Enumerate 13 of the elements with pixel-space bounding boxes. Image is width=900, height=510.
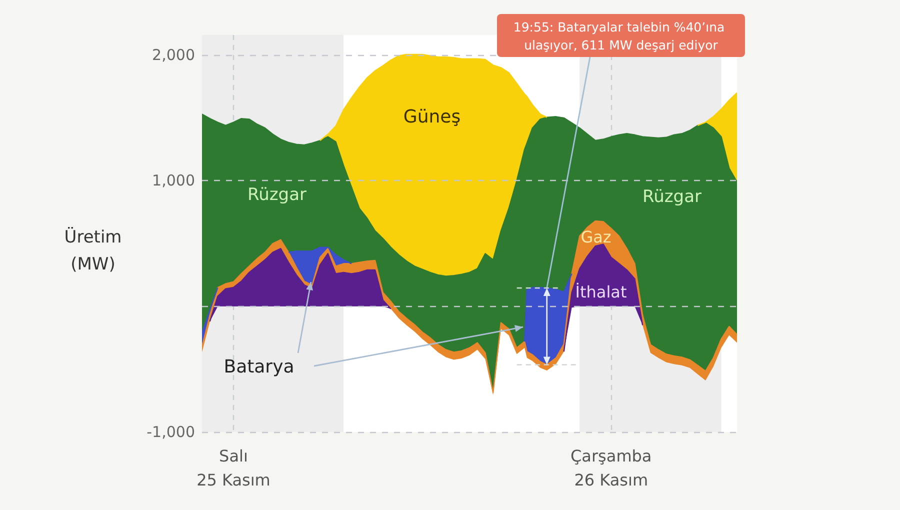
x-tick-label: Salı 25 Kasım bbox=[196, 446, 270, 490]
series-label: Gaz bbox=[580, 228, 612, 246]
y-tick-label: 1,000 bbox=[152, 172, 195, 190]
series-label: İthalat bbox=[575, 282, 627, 302]
text: Güneş bbox=[403, 106, 461, 128]
annotation: 19:55: Bataryalar talebin %40’ına ulaşıyor, 611 MW deşarj ediyor bbox=[513, 20, 729, 52]
x-tick-label: Çarşamba 26 Kasım bbox=[570, 446, 652, 490]
y-tick-label: 2,000 bbox=[152, 46, 195, 64]
series-label: Batarya bbox=[224, 356, 294, 378]
y-tick-label: -1,000 bbox=[146, 423, 195, 441]
text: Rüzgar bbox=[248, 185, 306, 205]
series-label: Rüzgar bbox=[642, 187, 702, 207]
y-axis-title: Üretim (MW) bbox=[64, 226, 122, 274]
